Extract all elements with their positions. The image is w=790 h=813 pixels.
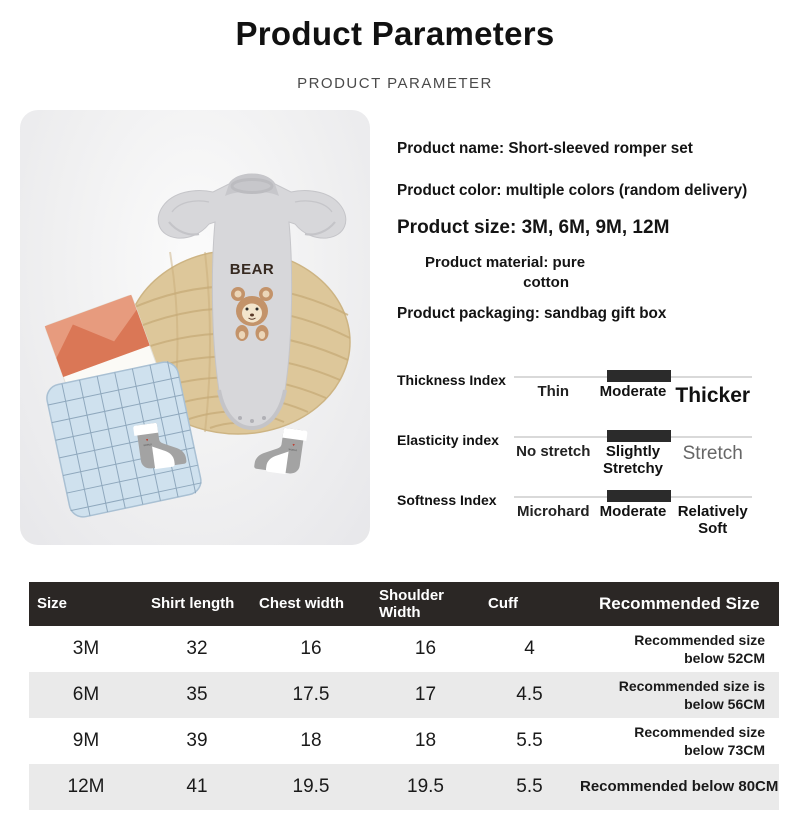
svg-text:BEAR: BEAR [230, 261, 275, 278]
